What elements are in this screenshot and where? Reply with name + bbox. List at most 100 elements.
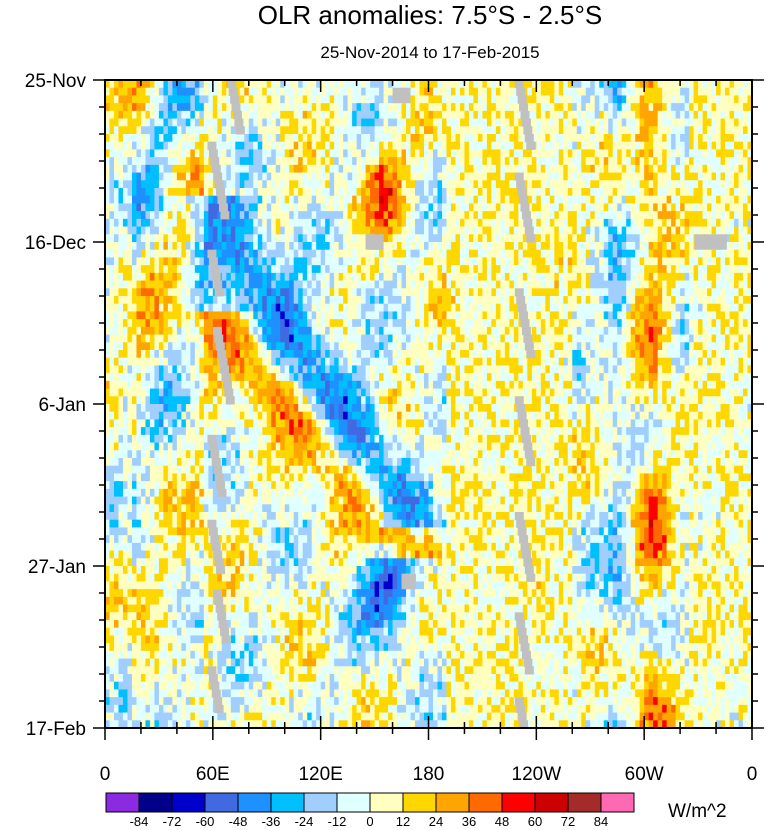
heatmap-cell <box>729 319 735 328</box>
heatmap-cell <box>109 319 115 328</box>
heatmap-cell <box>572 103 578 112</box>
heatmap-cell <box>383 234 389 243</box>
heatmap-cell <box>293 319 299 328</box>
heatmap-cell <box>599 326 605 335</box>
heatmap-cell <box>518 242 524 251</box>
heatmap-cell <box>612 319 618 328</box>
heatmap-cell <box>392 296 398 305</box>
heatmap-cell <box>145 188 151 197</box>
heatmap-cell <box>374 296 380 305</box>
heatmap-cell <box>567 272 573 281</box>
heatmap-cell <box>293 188 299 197</box>
heatmap-cell <box>302 87 308 96</box>
heatmap-cell <box>594 272 600 281</box>
heatmap-cell <box>194 342 200 351</box>
heatmap-cell <box>698 110 703 119</box>
heatmap-cell <box>747 80 752 89</box>
heatmap-cell <box>199 141 205 150</box>
heatmap-cell <box>477 180 483 189</box>
heatmap-cell <box>257 110 263 119</box>
heatmap-cell <box>343 249 349 258</box>
heatmap-cell <box>698 326 703 335</box>
heatmap-cell <box>352 303 358 312</box>
heatmap-cell <box>271 257 277 266</box>
heatmap-cell <box>738 172 744 181</box>
heatmap-cell <box>603 188 609 197</box>
heatmap-cell <box>230 257 236 266</box>
heatmap-cell <box>374 95 380 104</box>
heatmap-cell <box>554 326 560 335</box>
heatmap-cell <box>235 249 241 258</box>
heatmap-cell <box>504 195 510 204</box>
heatmap-cell <box>415 242 420 251</box>
heatmap-cell <box>401 203 407 212</box>
heatmap-cell <box>361 249 366 258</box>
heatmap-cell <box>311 303 317 312</box>
heatmap-cell <box>244 95 250 104</box>
heatmap-cell <box>720 180 726 189</box>
heatmap-cell <box>689 157 694 166</box>
heatmap-cell <box>720 126 726 135</box>
heatmap-cell <box>406 110 411 119</box>
heatmap-cell <box>450 249 456 258</box>
heatmap-cell <box>167 242 173 251</box>
heatmap-cell <box>239 188 245 197</box>
heatmap-cell <box>707 272 712 281</box>
heatmap-cell <box>388 134 393 143</box>
heatmap-cell <box>527 157 533 166</box>
heatmap-cell <box>316 218 322 227</box>
heatmap-cell <box>698 134 703 143</box>
heatmap-cell <box>379 311 384 320</box>
heatmap-cell <box>149 303 155 312</box>
heatmap-cell <box>316 211 322 220</box>
heatmap-cell <box>257 118 263 127</box>
heatmap-cell <box>473 172 479 181</box>
heatmap-cell <box>289 203 295 212</box>
heatmap-cell <box>397 249 402 258</box>
heatmap-cell <box>716 249 721 258</box>
heatmap-cell <box>266 188 272 197</box>
heatmap-cell <box>464 342 470 351</box>
heatmap-cell <box>140 95 146 104</box>
heatmap-cell <box>113 188 119 197</box>
heatmap-cell <box>289 103 295 112</box>
heatmap-cell <box>666 226 672 235</box>
heatmap-cell <box>585 218 591 227</box>
heatmap-cell <box>320 87 326 96</box>
heatmap-cell <box>473 211 479 220</box>
heatmap-cell <box>199 342 205 351</box>
heatmap-cell <box>680 126 685 135</box>
heatmap-cell <box>136 134 142 143</box>
heatmap-cell <box>397 110 402 119</box>
heatmap-cell <box>693 296 699 305</box>
heatmap-cell <box>653 95 659 104</box>
heatmap-cell <box>172 118 178 127</box>
heatmap-cell <box>662 110 668 119</box>
heatmap-cell <box>473 110 479 119</box>
heatmap-cell <box>657 234 663 243</box>
heatmap-cell <box>172 180 178 189</box>
heatmap-cell <box>653 257 659 266</box>
heatmap-cell <box>500 164 506 173</box>
heatmap-cell <box>105 118 110 127</box>
heatmap-cell <box>585 203 591 212</box>
heatmap-cell <box>415 95 420 104</box>
heatmap-cell <box>446 280 452 289</box>
heatmap-cell <box>567 242 573 251</box>
heatmap-cell <box>316 118 322 127</box>
heatmap-cell <box>702 319 708 328</box>
heatmap-cell <box>248 226 254 235</box>
heatmap-cell <box>356 342 362 351</box>
heatmap-cell <box>113 211 119 220</box>
heatmap-cell <box>441 211 447 220</box>
heatmap-cell <box>347 157 353 166</box>
heatmap-cell <box>158 234 164 243</box>
heatmap-cell <box>379 149 384 158</box>
heatmap-cell <box>329 257 335 266</box>
heatmap-cell <box>208 164 214 173</box>
heatmap-cell <box>495 103 501 112</box>
heatmap-cell <box>581 303 587 312</box>
heatmap-cell <box>657 188 663 197</box>
heatmap-cell <box>230 319 236 328</box>
heatmap-cell <box>684 195 690 204</box>
